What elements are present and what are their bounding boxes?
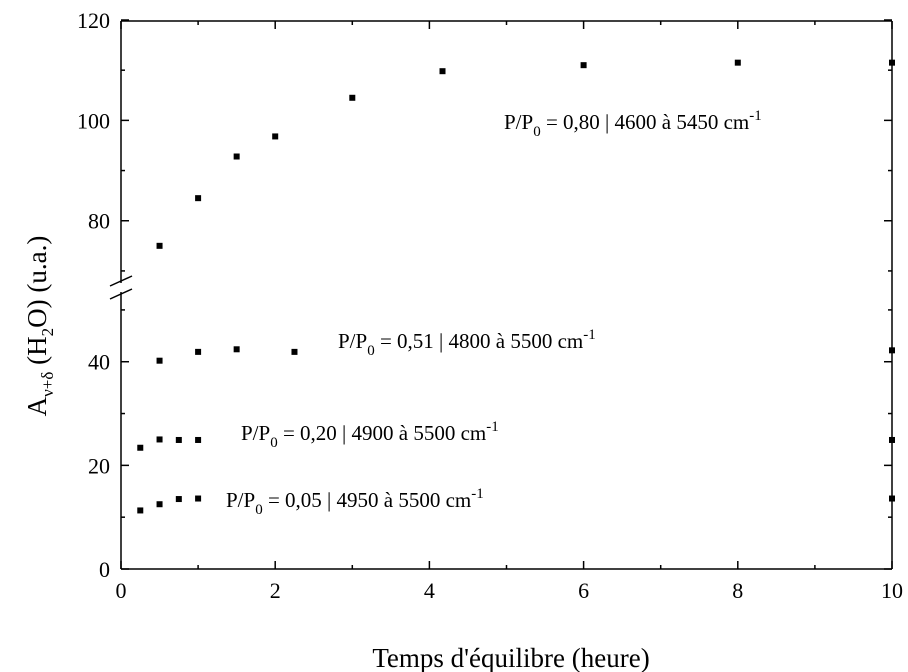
data-point bbox=[195, 495, 202, 502]
series-label-part: P/P bbox=[504, 110, 533, 134]
y-axis-title-main-sub: ν+δ bbox=[38, 372, 57, 397]
y-tick-label: 100 bbox=[77, 108, 110, 133]
data-point bbox=[195, 436, 202, 443]
data-point bbox=[137, 444, 144, 451]
y-axis-title-paren-open: (H bbox=[22, 336, 52, 371]
y-axis-title-main: A bbox=[22, 396, 52, 416]
series-label-part: P/P bbox=[241, 421, 270, 445]
x-tick-label: 2 bbox=[270, 578, 281, 603]
x-tick-label: 8 bbox=[732, 578, 743, 603]
data-points bbox=[137, 59, 895, 514]
series-label-superscript: -1 bbox=[749, 108, 762, 124]
x-axis: 0 2 4 6 8 10 bbox=[116, 21, 903, 603]
x-tick-label: 0 bbox=[116, 578, 127, 603]
series-label-subscript: 0 bbox=[270, 435, 278, 451]
series-label: P/P0 = 0,51 | 4800 à 5500 cm-1 bbox=[338, 327, 596, 359]
data-point bbox=[233, 346, 240, 353]
series-labels: P/P0 = 0,80 | 4600 à 5450 cm-1P/P0 = 0,5… bbox=[226, 108, 762, 518]
y-axis-title-paren-sub: 2 bbox=[38, 328, 57, 337]
y-tick-label: 20 bbox=[88, 453, 110, 478]
plot-frame bbox=[109, 20, 893, 570]
series-label: P/P0 = 0,80 | 4600 à 5450 cm-1 bbox=[504, 108, 762, 140]
series-label: P/P0 = 0,20 | 4900 à 5500 cm-1 bbox=[241, 419, 499, 451]
x-tick-label: 6 bbox=[578, 578, 589, 603]
data-point bbox=[580, 62, 587, 69]
data-point bbox=[889, 495, 895, 502]
data-point bbox=[156, 357, 163, 364]
data-point bbox=[439, 68, 446, 75]
data-point bbox=[349, 94, 356, 101]
series-label: P/P0 = 0,05 | 4950 à 5500 cm-1 bbox=[226, 486, 484, 518]
series-label-superscript: -1 bbox=[471, 486, 484, 502]
y-axis: 0 20 40 80 100 120 bbox=[77, 8, 892, 582]
series-label-superscript: -1 bbox=[486, 419, 499, 435]
series-label-part: = 0,20 | 4900 à 5500 cm bbox=[278, 421, 487, 445]
data-point bbox=[233, 153, 240, 160]
x-axis-title: Temps d'équilibre (heure) bbox=[372, 643, 649, 672]
data-point bbox=[889, 436, 895, 443]
data-point bbox=[195, 195, 202, 202]
y-tick-label: 80 bbox=[88, 209, 110, 234]
series-label-part: = 0,51 | 4800 à 5500 cm bbox=[375, 329, 584, 353]
data-point bbox=[137, 507, 144, 514]
x-tick-label: 4 bbox=[424, 578, 435, 603]
data-point bbox=[889, 347, 895, 354]
series-label-subscript: 0 bbox=[533, 124, 541, 140]
y-axis-title: Aν+δ (H2O) (u.a.) bbox=[22, 236, 57, 417]
y-tick-label: 0 bbox=[99, 557, 110, 582]
data-point bbox=[156, 501, 163, 508]
series-label-subscript: 0 bbox=[367, 343, 375, 359]
series-label-superscript: -1 bbox=[583, 327, 596, 343]
series-label-subscript: 0 bbox=[255, 502, 263, 518]
data-point bbox=[734, 59, 741, 66]
y-tick-label: 40 bbox=[88, 350, 110, 375]
y-tick-label: 120 bbox=[77, 8, 110, 33]
series-label-part: P/P bbox=[226, 488, 255, 512]
axis-break-mark bbox=[109, 288, 133, 300]
data-point bbox=[156, 436, 163, 443]
axis-break-mark bbox=[109, 275, 133, 287]
data-point bbox=[175, 496, 182, 503]
data-point bbox=[889, 59, 895, 66]
series-label-part: P/P bbox=[338, 329, 367, 353]
data-point bbox=[291, 348, 298, 355]
series-label-part: = 0,80 | 4600 à 5450 cm bbox=[541, 110, 750, 134]
data-point bbox=[195, 348, 202, 355]
x-tick-label: 10 bbox=[881, 578, 903, 603]
series-label-part: = 0,05 | 4950 à 5500 cm bbox=[263, 488, 472, 512]
data-point bbox=[272, 133, 279, 140]
data-point bbox=[175, 436, 182, 443]
data-point bbox=[156, 242, 163, 249]
y-axis-title-paren-close: O) (u.a.) bbox=[22, 236, 52, 328]
